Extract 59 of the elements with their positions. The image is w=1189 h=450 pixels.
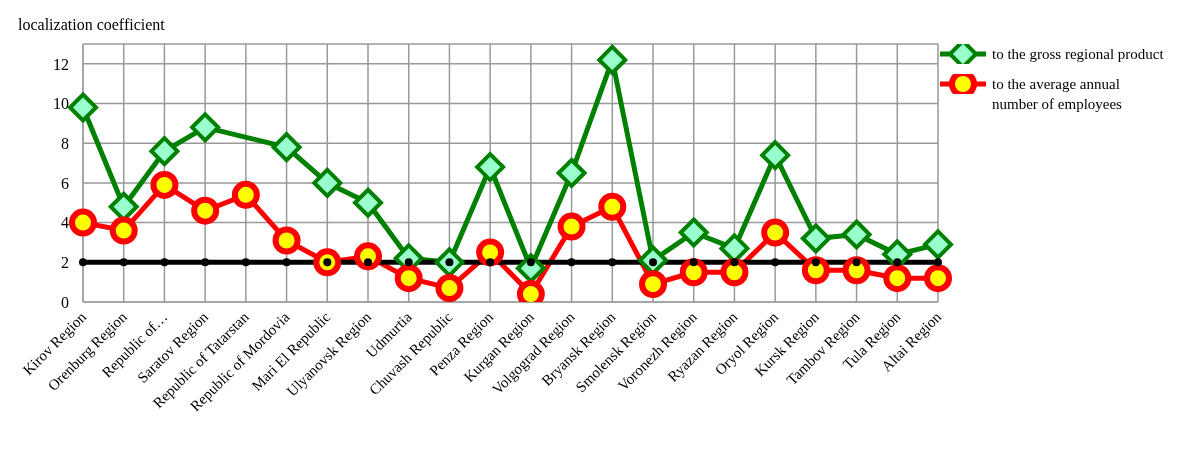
point (241, 258, 250, 267)
point (69, 208, 97, 237)
point (119, 258, 128, 267)
y-tick-label: 0 (61, 293, 69, 311)
point (394, 264, 423, 293)
y-tick-label: 6 (61, 174, 69, 192)
point (852, 258, 861, 267)
point (923, 229, 953, 260)
point (760, 140, 791, 171)
point (312, 167, 343, 198)
point (841, 219, 872, 250)
point (608, 258, 617, 267)
point (720, 258, 749, 287)
point (689, 258, 698, 267)
point (557, 212, 586, 241)
point (149, 136, 180, 167)
point (435, 274, 464, 302)
point (883, 264, 912, 293)
point (272, 226, 301, 255)
y-tick-label: 4 (61, 214, 69, 232)
legend-label: to the gross regional product (992, 45, 1164, 64)
point (800, 223, 831, 254)
point (231, 180, 260, 209)
point (811, 258, 820, 267)
point (109, 216, 138, 245)
point (771, 258, 780, 267)
y-axis-title: localization coefficient (18, 16, 165, 34)
point (201, 258, 210, 267)
point (364, 258, 372, 267)
point (160, 258, 169, 267)
point (924, 264, 952, 293)
y-tick-label: 8 (61, 134, 69, 152)
point (567, 258, 576, 267)
point (761, 218, 790, 247)
point (190, 112, 221, 143)
point (679, 258, 708, 287)
point (598, 192, 627, 221)
point (404, 258, 413, 267)
y-tick-label: 12 (53, 55, 69, 73)
y-tick-label: 10 (53, 95, 69, 113)
point (893, 258, 902, 267)
point (282, 258, 291, 267)
point (191, 196, 220, 225)
point (476, 238, 505, 267)
point (597, 44, 628, 75)
point (486, 258, 495, 267)
point (150, 170, 179, 199)
point (68, 92, 98, 123)
legend-label: to the average annual number of employees (992, 75, 1123, 114)
point (475, 152, 506, 183)
point (556, 158, 587, 188)
point (639, 270, 667, 299)
y-tick-label: 2 (61, 253, 69, 271)
point (934, 258, 942, 267)
point (730, 258, 739, 267)
point (353, 187, 383, 218)
point (678, 217, 709, 248)
point (271, 132, 302, 163)
point (79, 258, 87, 267)
